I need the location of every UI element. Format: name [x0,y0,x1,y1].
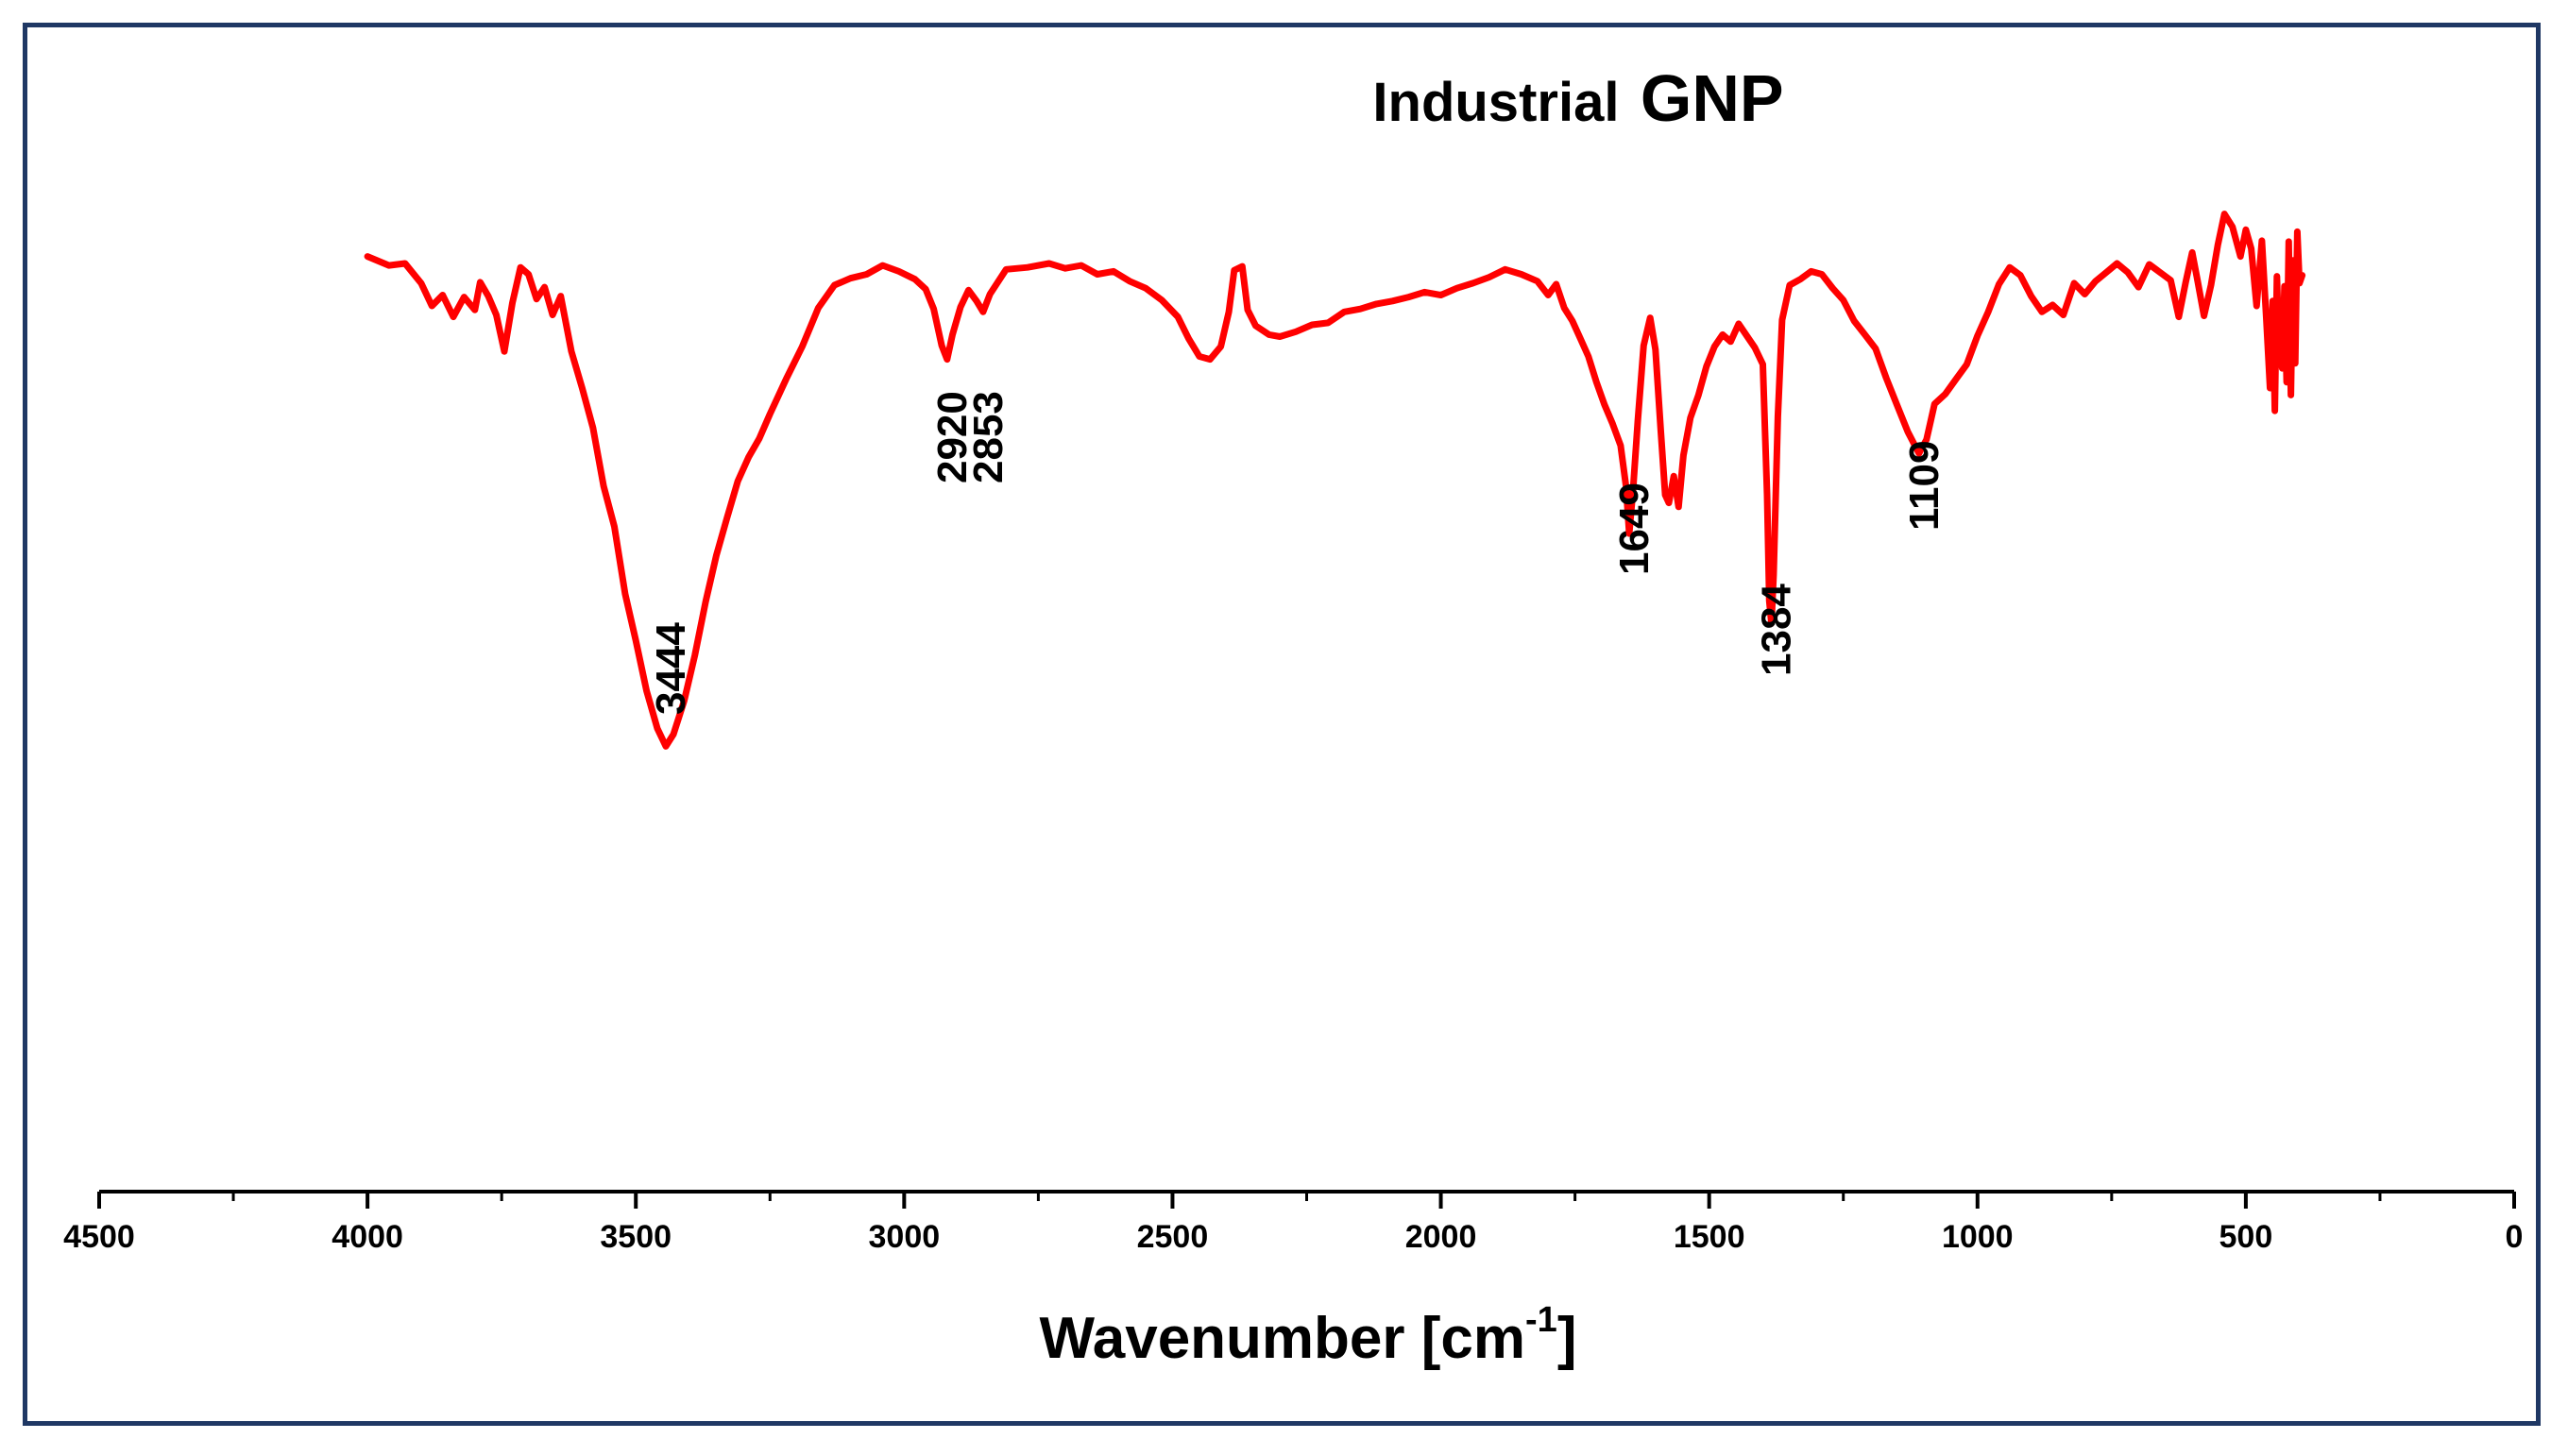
chart-title-prefix: Industrial [1372,72,1619,133]
peak-label-1384: 1384 [1754,584,1800,676]
x-axis-title-close: ] [1557,1306,1577,1371]
peak-label-3444: 3444 [648,622,694,715]
x-tick-label-4000: 4000 [332,1219,403,1255]
x-tick-label-3000: 3000 [869,1219,941,1255]
chart-title-main: GNP [1641,61,1784,135]
x-tick-label-0: 0 [2506,1219,2524,1255]
x-axis-title-base: Wavenumber [cm [1040,1306,1526,1371]
x-tick-label-1000: 1000 [1942,1219,2014,1255]
x-axis-title: Wavenumber [cm-1] [1040,1300,1577,1371]
x-axis-title-superscript: -1 [1525,1300,1557,1340]
peak-label-2853: 2853 [965,391,1012,483]
x-tick-label-2500: 2500 [1137,1219,1209,1255]
x-tick-label-500: 500 [2219,1219,2273,1255]
x-tick-label-4500: 4500 [63,1219,135,1255]
peak-label-1649: 1649 [1611,483,1658,575]
series-layer [364,211,2306,750]
x-tick-label-2000: 2000 [1405,1219,1477,1255]
series-industrial-gnp-line [364,211,2306,750]
chart-title: Industrial GNP [1372,61,1783,135]
x-axis-ticks: 4500 4000 3500 3000 2500 2000 1500 1000 500 0 [63,1192,2523,1255]
x-tick-label-3500: 3500 [600,1219,672,1255]
peak-label-2920: 2920 [929,391,976,483]
x-tick-label-1500: 1500 [1674,1219,1745,1255]
peak-label-1109: 1109 [1901,441,1947,531]
